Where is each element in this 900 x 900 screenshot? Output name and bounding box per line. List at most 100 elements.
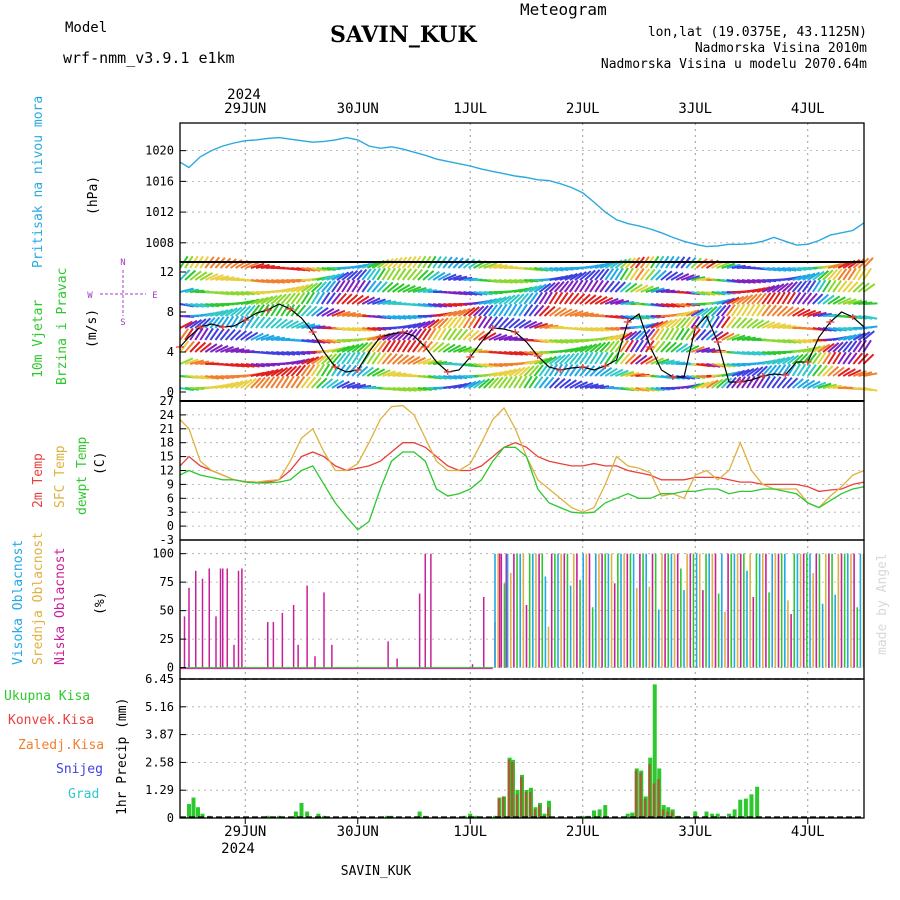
wind-arrow — [285, 285, 300, 293]
wind-arrow — [574, 352, 585, 365]
wind-arrow — [553, 291, 564, 305]
wind-arrow — [746, 366, 759, 377]
wind-arrow — [225, 307, 238, 317]
wind-arrow — [184, 269, 197, 281]
wind-arrow — [503, 368, 517, 377]
wind-arrow — [812, 344, 826, 353]
wind-arrow — [224, 328, 236, 341]
wind-arrow — [594, 268, 605, 281]
wind-arrow — [200, 375, 215, 380]
wind-arrow — [477, 304, 489, 317]
wind-arrow — [295, 291, 306, 305]
model-label: Model — [65, 20, 108, 36]
wind-arrow — [604, 351, 614, 365]
wind-arrow — [184, 327, 194, 341]
conv-precip-bar — [652, 783, 656, 818]
wind-arrow — [381, 267, 391, 281]
wind-arrow — [579, 344, 593, 353]
wind-arrow — [473, 363, 488, 368]
wind-arrow — [260, 369, 275, 377]
wind-arrow — [700, 306, 714, 317]
wind-arrow — [336, 380, 350, 389]
wind-arrow — [447, 309, 462, 317]
y-tick-label: 6 — [167, 491, 174, 505]
wind-arrow — [493, 370, 508, 377]
conv-precip-bar — [524, 792, 527, 818]
wind-arrow — [463, 291, 478, 296]
wind-arrow — [594, 279, 604, 293]
wind-arrow — [391, 353, 404, 365]
wind-arrow — [488, 297, 502, 305]
wind-arrow — [513, 303, 523, 317]
wind-arrow — [574, 271, 587, 281]
wind-arrow — [331, 272, 345, 281]
wind-arrow — [801, 292, 813, 305]
wind-arrow — [260, 376, 271, 389]
wind-arrow — [387, 371, 402, 377]
wind-arrow — [832, 261, 847, 269]
y-tick-label: 0 — [167, 385, 174, 399]
wind-arrow — [620, 370, 635, 377]
wind-arrow — [265, 368, 279, 377]
wind-arrow — [432, 271, 446, 281]
wind-arrow — [665, 303, 680, 308]
wind-arrow — [366, 280, 377, 293]
wind-arrow — [407, 355, 421, 365]
wind-arrow — [690, 257, 703, 269]
wind-arrow — [548, 306, 562, 317]
wind-arrow — [427, 303, 442, 308]
y-tick-label: 15 — [160, 450, 174, 464]
y-tick-label: 2.58 — [145, 755, 174, 769]
wind-arrow — [321, 378, 334, 389]
wind-arrow — [690, 345, 705, 353]
wind-arrow — [442, 327, 452, 341]
wind-arrow — [705, 305, 718, 317]
conv-precip-bar — [497, 798, 500, 818]
wind-arrow — [518, 319, 532, 329]
wind-arrow — [812, 364, 823, 377]
wind-arrow — [589, 327, 604, 332]
wind-arrow — [361, 280, 372, 293]
wind-arrow — [863, 302, 878, 305]
wind-arrow — [832, 351, 842, 365]
wind-arrow — [579, 312, 594, 317]
wind-arrow — [781, 291, 791, 305]
wind-arrow — [599, 261, 614, 269]
wind-arrow — [225, 347, 240, 353]
wind-arrow — [604, 367, 618, 377]
wind-arrow — [392, 372, 407, 377]
wind-arrow — [796, 280, 807, 293]
total-precip-bar — [597, 809, 602, 818]
total-precip-bar — [732, 809, 737, 818]
wind-arrow — [700, 380, 715, 389]
wind-arrow — [842, 333, 857, 341]
wind-arrow — [290, 284, 305, 293]
wind-arrow — [797, 308, 811, 317]
wind-arrow — [326, 378, 339, 389]
wind-arrow — [862, 283, 876, 293]
wind-arrow — [235, 379, 248, 389]
wind-arrow — [589, 279, 599, 293]
wind-arrow — [634, 268, 645, 281]
wind-arrow — [558, 353, 571, 365]
wind-arrow — [457, 257, 470, 269]
wind-arrow — [305, 282, 319, 293]
y-tick-label: 0 — [167, 519, 174, 533]
wind-arrow — [756, 365, 768, 377]
wind-arrow — [822, 383, 837, 389]
wind-arrow — [797, 378, 810, 389]
wind-arrow — [655, 288, 670, 293]
wind-arrow — [837, 340, 849, 353]
wind-arrow — [599, 351, 609, 365]
wind-arrow — [351, 269, 363, 281]
wind-arrow — [650, 328, 660, 341]
wind-arrow — [199, 342, 212, 353]
wind-arrow — [569, 271, 583, 281]
wind-arrow — [584, 351, 594, 365]
wind-arrow — [447, 344, 462, 353]
temp2m-label: 2m Temp — [31, 453, 46, 508]
wind-arrow — [215, 345, 229, 353]
wind-arrow — [807, 345, 822, 353]
wind-arrow — [463, 380, 477, 389]
wind-arrow — [558, 280, 570, 293]
